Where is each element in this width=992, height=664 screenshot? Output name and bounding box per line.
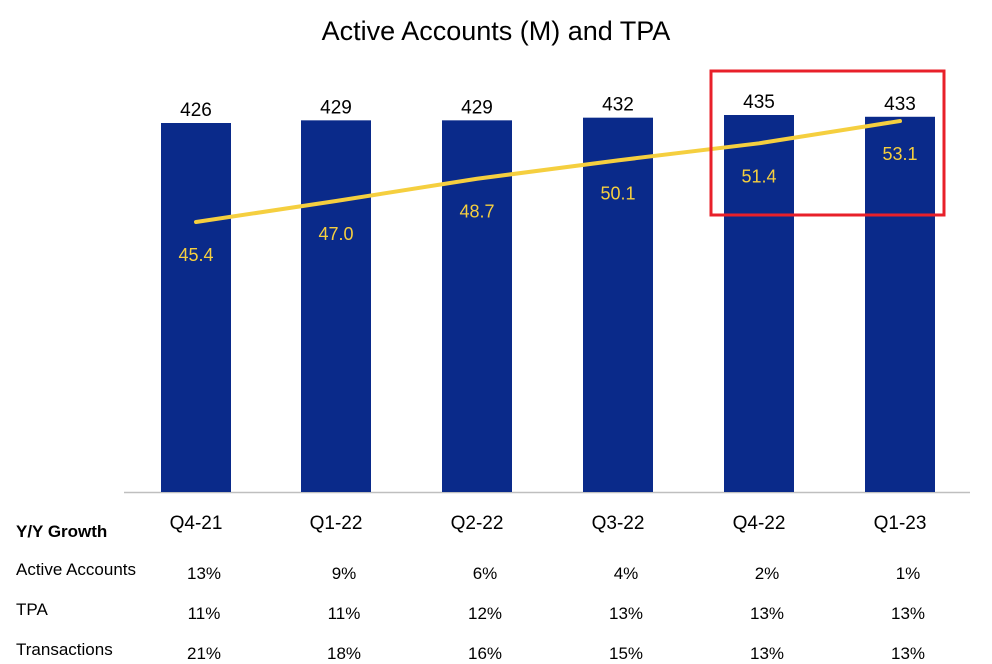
growth-row-label: Transactions	[16, 640, 113, 659]
bar-Q3-22	[583, 117, 653, 493]
tpa-value-label: 45.4	[178, 245, 213, 265]
bar-Q4-22	[724, 115, 794, 492]
bar-value-label: 429	[461, 97, 493, 118]
highlight-box	[709, 69, 946, 217]
growth-table-title: Y/Y Growth	[16, 522, 108, 541]
growth-cell: 11%	[327, 604, 361, 623]
growth-row-label: TPA	[16, 600, 48, 619]
growth-cell: 6%	[472, 564, 498, 583]
x-tick-label: Q4-21	[170, 513, 223, 534]
growth-cell: 2%	[754, 564, 780, 583]
growth-cell: 13%	[608, 604, 644, 623]
growth-cell: 21%	[186, 644, 222, 663]
growth-cell: 15%	[608, 644, 644, 663]
x-tick-label: Q1-22	[310, 513, 363, 534]
tpa-value-label: 50.1	[600, 183, 635, 203]
growth-cell: 13%	[186, 564, 222, 583]
growth-cell: 13%	[890, 604, 926, 623]
bar-value-label: 432	[602, 95, 634, 116]
bar-value-label: 435	[743, 92, 775, 113]
growth-cell: 13%	[749, 644, 785, 663]
tpa-value-label: 53.1	[882, 144, 917, 164]
tpa-line	[194, 119, 902, 224]
bar-value-label: 426	[180, 100, 212, 121]
tpa-value-label: 47.0	[318, 224, 353, 244]
chart-title: Active Accounts (M) and TPA	[321, 16, 671, 46]
bar-Q4-21	[161, 123, 231, 492]
growth-cell: 1%	[895, 564, 921, 583]
bar-value-label: 429	[320, 97, 352, 118]
x-tick-label: Q2-22	[451, 513, 504, 534]
growth-cell: 18%	[326, 644, 362, 663]
x-tick-label: Q3-22	[592, 513, 645, 534]
growth-cell: 16%	[467, 644, 503, 663]
bar-value-label: 433	[884, 94, 916, 115]
x-tick-label: Q4-22	[733, 513, 786, 534]
x-tick-label: Q1-23	[874, 513, 927, 534]
bar-Q1-22	[301, 120, 371, 492]
tpa-value-label: 48.7	[459, 202, 494, 222]
growth-cell: 12%	[467, 604, 503, 623]
bar-Q1-23	[865, 116, 935, 493]
growth-row-label: Active Accounts	[16, 560, 137, 579]
growth-cell: 13%	[749, 604, 785, 623]
growth-cell: 13%	[890, 644, 926, 663]
growth-cell: 9%	[331, 564, 357, 583]
growth-cell: 11%	[187, 604, 221, 623]
tpa-value-label: 51.4	[741, 166, 776, 186]
growth-cell: 4%	[613, 564, 639, 583]
